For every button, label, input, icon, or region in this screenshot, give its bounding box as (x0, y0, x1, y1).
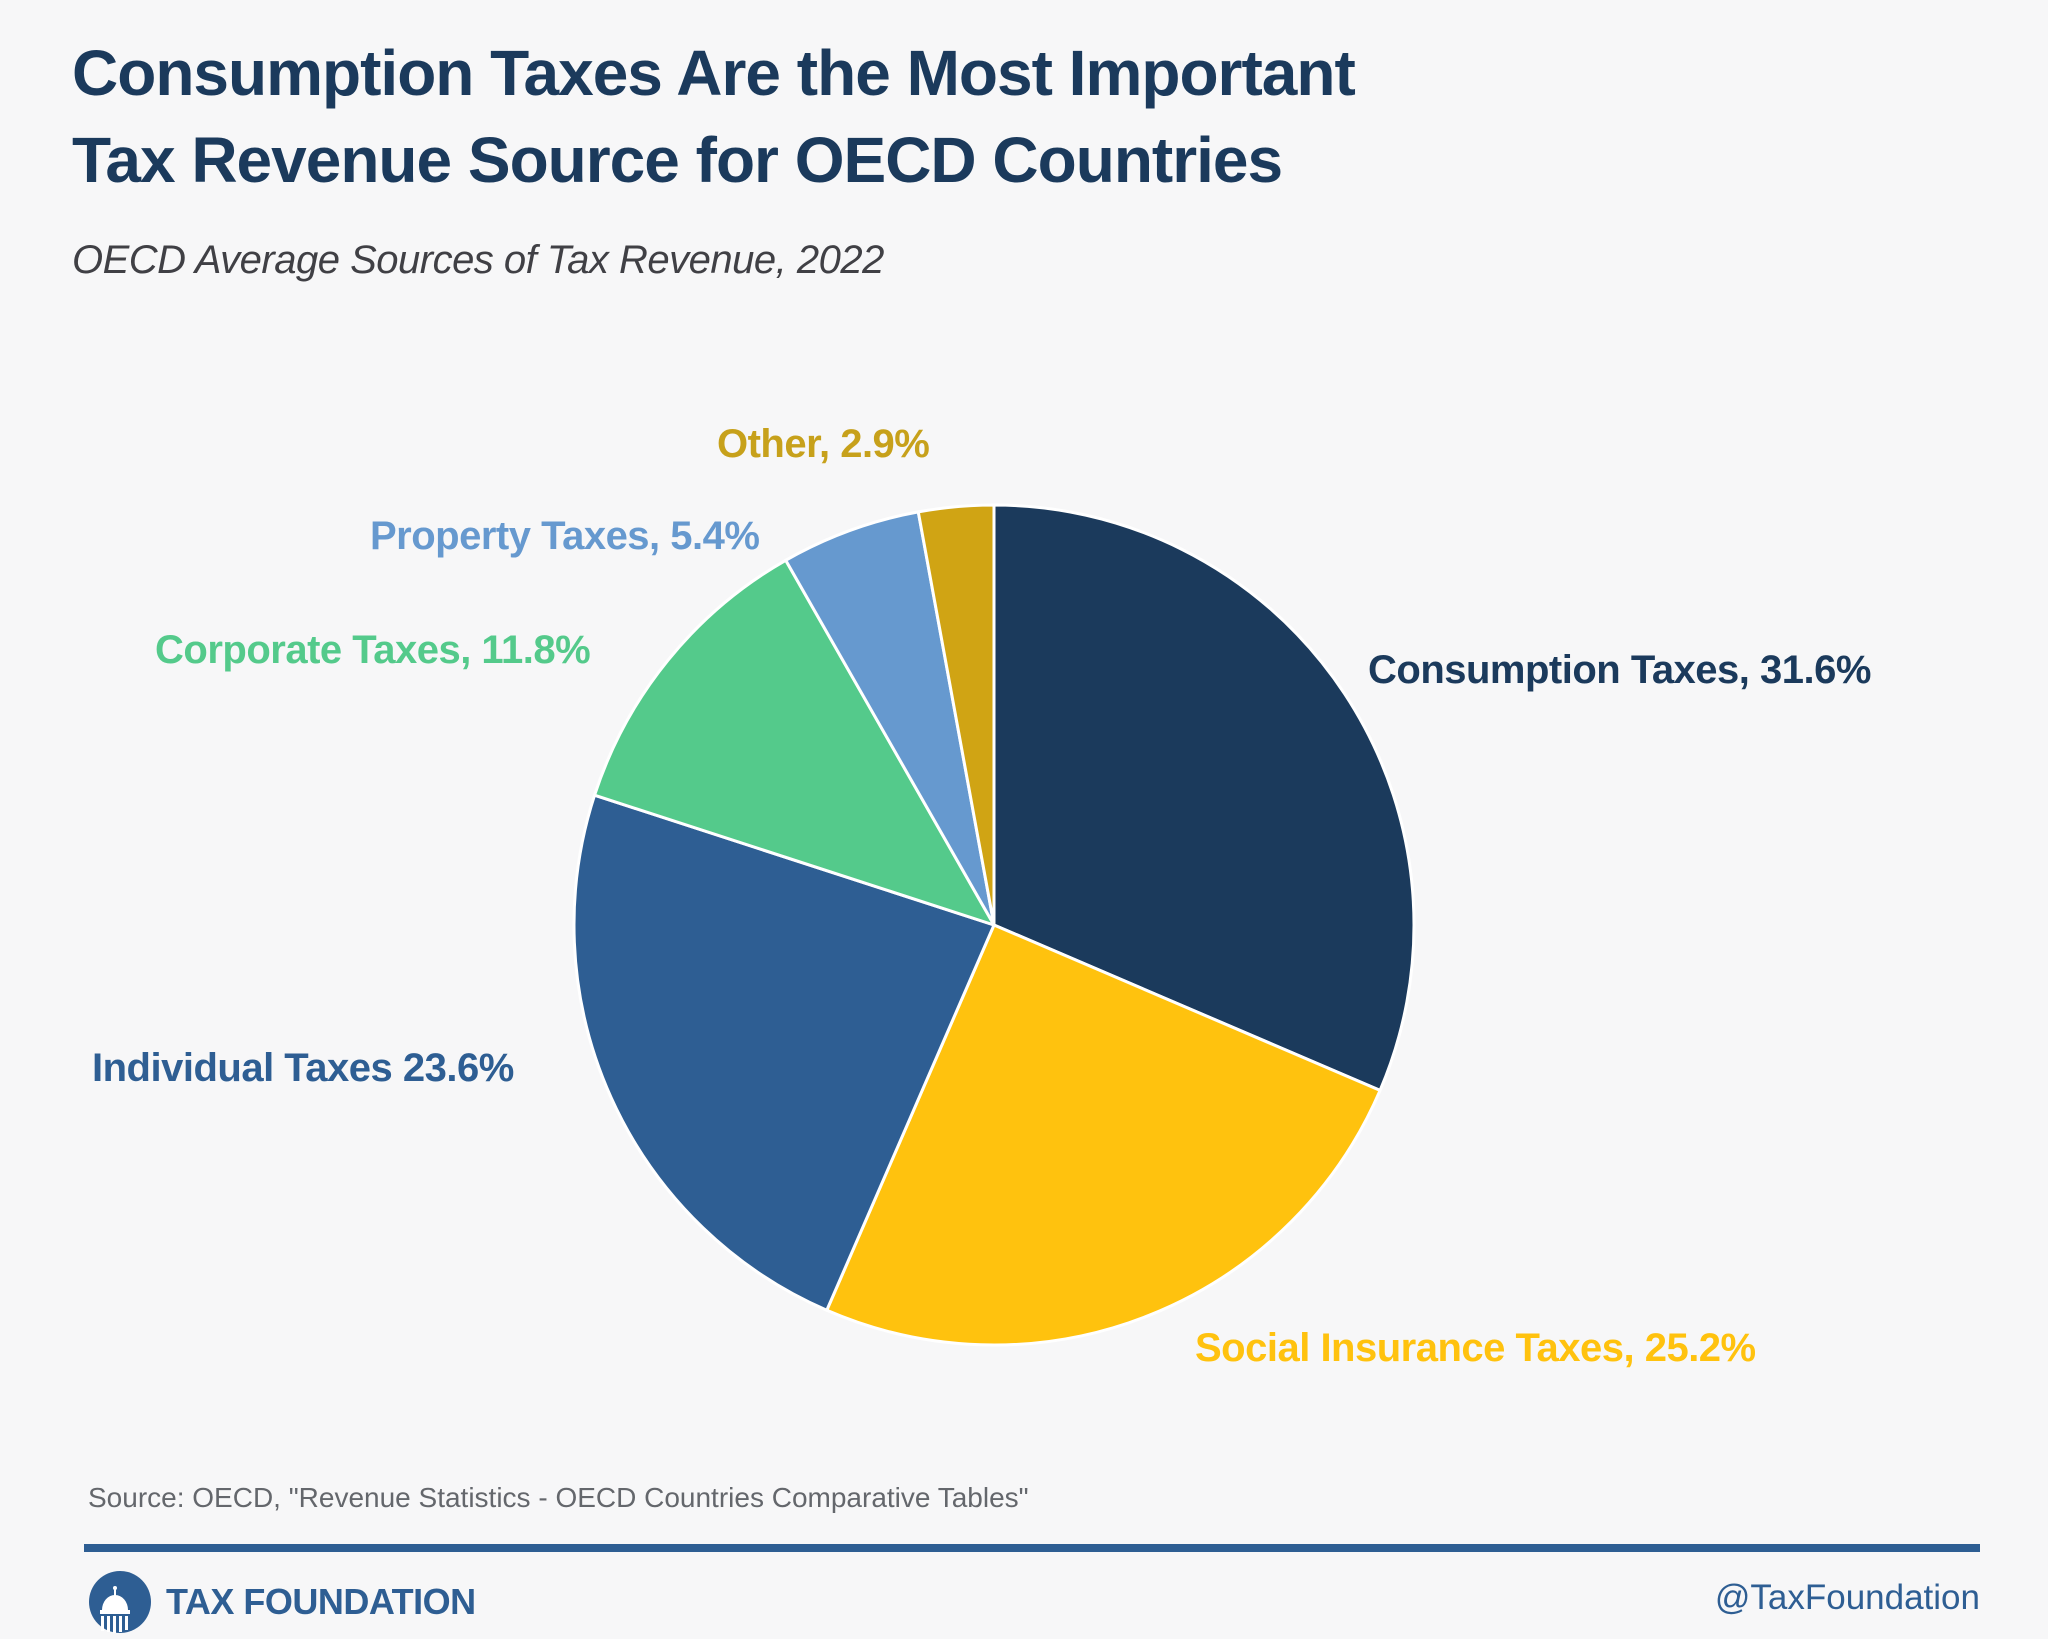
pie-slice-social-insurance-taxes (825, 923, 1382, 1347)
pie-slice-corporate-taxes (593, 558, 996, 927)
pie-slice-individual-taxes (572, 793, 996, 1312)
pie-label-social-insurance-taxes: Social Insurance Taxes, 25.2% (1195, 1326, 1756, 1370)
page-title: Consumption Taxes Are the Most Important… (72, 30, 1356, 204)
page-title-line2: Tax Revenue Source for OECD Countries (72, 124, 1283, 197)
pie-slice-other (916, 503, 996, 927)
chart-subtitle: OECD Average Sources of Tax Revenue, 202… (72, 238, 884, 282)
pie-label-consumption-taxes: Consumption Taxes, 31.6% (1368, 648, 1871, 692)
source-note: Source: OECD, "Revenue Statistics - OECD… (88, 1482, 1029, 1513)
social-handle: @TaxFoundation (1714, 1578, 1980, 1617)
pie-label-individual-taxes: Individual Taxes 23.6% (92, 1046, 514, 1090)
footer-divider (84, 1544, 1980, 1552)
capitol-building-icon (89, 1571, 151, 1633)
pie-label-other: Other, 2.9% (717, 422, 930, 466)
brand-name: TAX FOUNDATION (166, 1581, 476, 1622)
pie-slice-property-taxes (784, 510, 996, 927)
pie-slice-consumption-taxes (992, 503, 1416, 1092)
pie-label-corporate-taxes: Corporate Taxes, 11.8% (155, 628, 591, 672)
tax-foundation-logo: TAX FOUNDATION (88, 1570, 476, 1634)
page-title-line1: Consumption Taxes Are the Most Important (72, 37, 1356, 109)
pie-label-property-taxes: Property Taxes, 5.4% (370, 514, 760, 558)
